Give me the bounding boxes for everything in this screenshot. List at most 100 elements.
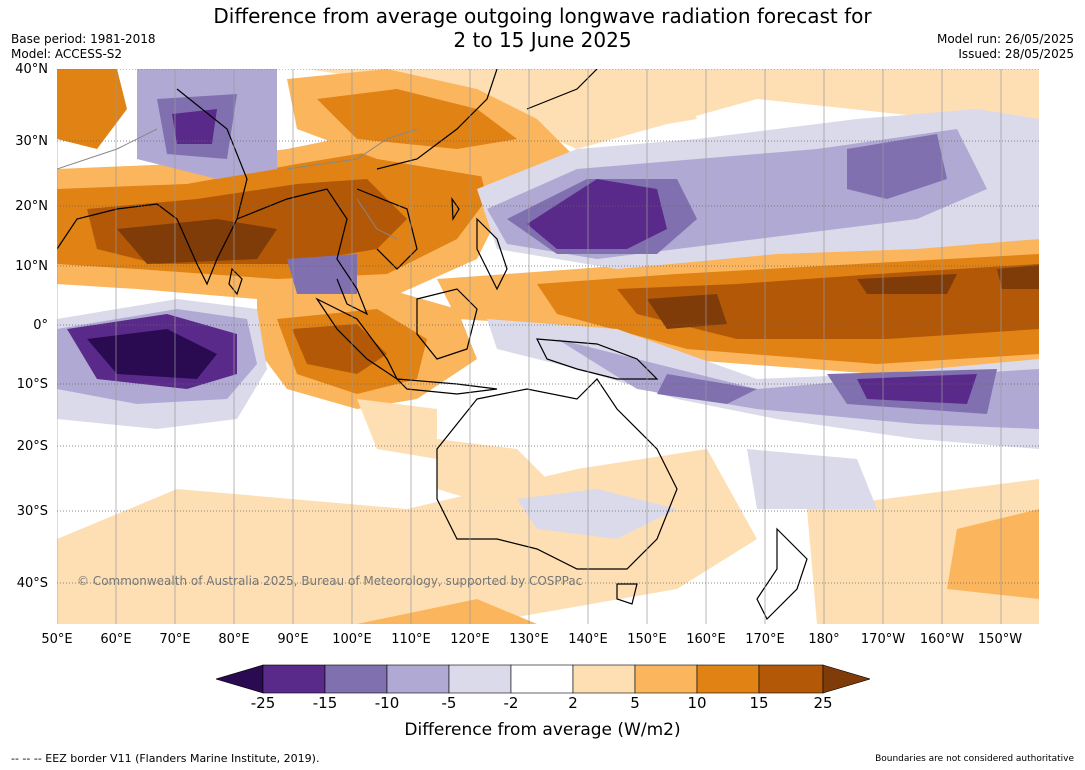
colorbar-tick: -10 [374,694,400,712]
colorbar-tick: -25 [250,694,276,712]
lon-label: 70°E [159,632,191,647]
colorbar-title: Difference from average (W/m2) [404,720,681,740]
colorbar-swatch [634,664,698,694]
anomaly-area [57,449,757,624]
colorbar-swatch [448,664,512,694]
lon-label: 170°E [745,632,785,647]
coastline-new-zealand [756,527,808,621]
map-title: Difference from average outgoing longwav… [0,4,1085,52]
lon-label: 160°W [919,632,965,647]
colorbar-swatch [262,664,326,694]
coastline-tasmania [616,583,638,605]
lon-label: 180° [808,632,840,647]
coastline-borneo [416,288,478,360]
anomaly-area [117,219,277,264]
coastline-layer [57,69,808,621]
coastline-indochina [356,188,418,270]
lon-label: 80°E [218,632,250,647]
colorbar-swatch [696,664,760,694]
eez-border [356,198,398,240]
anomaly-area [857,274,957,294]
lat-label: 20°N [15,199,48,214]
anomaly-area [587,69,697,129]
lat-label: 10°S [16,377,48,392]
lon-label: 130°E [509,632,549,647]
colorbar-tick: 2 [568,694,578,712]
meridians [57,69,1002,624]
coastline-sri-lanka [228,267,243,296]
model-run: Model run: 26/05/2025 [936,32,1074,46]
colorbar-swatch [324,664,388,694]
lon-label: 140°E [568,632,608,647]
colorbar-swatch [822,664,870,694]
lat-label: 30°N [15,134,48,149]
lon-label: 90°E [277,632,309,647]
coastline-india [57,88,248,286]
meta-right: Model run: 26/05/2025 Issued: 28/05/2025 [937,32,1074,62]
anomaly-area [57,69,127,149]
border-layer [57,128,418,240]
title-line-2: 2 to 15 June 2025 [453,28,632,52]
lon-label: 50°E [41,632,73,647]
copyright-notice: © Commonwealth of Australia 2025, Bureau… [77,574,583,588]
lat-label: 30°S [16,504,48,519]
anomaly-area [317,89,517,149]
anomaly-area [857,374,977,404]
coastline-australia [436,378,678,570]
colorbar-tick: 25 [813,694,833,712]
boundaries-disclaimer: Boundaries are not considered authoritat… [875,754,1074,764]
anomaly-area [172,109,217,144]
anomaly-area [647,294,727,329]
title-line-1: Difference from average outgoing longwav… [213,4,872,28]
lon-label: 150°W [977,632,1023,647]
eez-border [57,128,418,170]
meta-left: Base period: 1981-2018 Model: ACCESS-S2 [11,32,156,62]
anomaly-area [57,69,1039,149]
anomaly-fill-layer [57,69,1039,624]
colorbar-swatch [510,664,574,694]
model-name: Model: ACCESS-S2 [11,47,123,61]
lon-label: 100°E [332,632,372,647]
base-period: Base period: 1981-2018 [11,32,156,46]
anomaly-area [847,134,947,199]
coastline-china [376,69,498,170]
lat-label: 10°N [15,259,48,274]
anomaly-area [657,374,757,404]
coastline-philippines [476,217,508,291]
lon-label: 170°W [860,632,906,647]
lat-label: 20°S [16,439,48,454]
anomaly-area [517,489,677,539]
coastline-taiwan [451,196,460,222]
coastline-japan [526,69,598,110]
coastline-new-guinea [535,338,659,380]
lon-label: 150°E [627,632,667,647]
olr-anomaly-map [57,69,1039,624]
lat-label: 40°N [15,62,48,77]
colorbar-tick: 10 [687,694,707,712]
colorbar-tick: 5 [630,694,640,712]
eez-note: -- -- -- EEZ border V11 (Flanders Marine… [11,752,320,765]
anomaly-area [527,179,667,249]
colorbar [216,664,870,694]
colorbar-tick: -15 [312,694,338,712]
colorbar-tick: -5 [441,694,457,712]
lon-label: 60°E [100,632,132,647]
anomaly-area [997,265,1039,289]
colorbar-swatch [216,664,264,694]
colorbar-swatch [572,664,636,694]
issued-date: Issued: 28/05/2025 [958,47,1074,61]
anomaly-area [292,324,387,374]
lon-label: 110°E [391,632,431,647]
lat-label: 0° [33,318,48,333]
anomaly-area [947,509,1039,599]
lon-label: 120°E [450,632,490,647]
colorbar-tick: -2 [503,694,519,712]
lat-label: 40°S [16,576,48,591]
anomaly-area [357,599,537,624]
colorbar-tick: 15 [749,694,769,712]
map-area [57,69,1039,624]
colorbar-swatch [386,664,450,694]
coastline-southeast-asia [236,188,369,316]
coastline-java [395,378,498,395]
anomaly-area [357,399,437,459]
